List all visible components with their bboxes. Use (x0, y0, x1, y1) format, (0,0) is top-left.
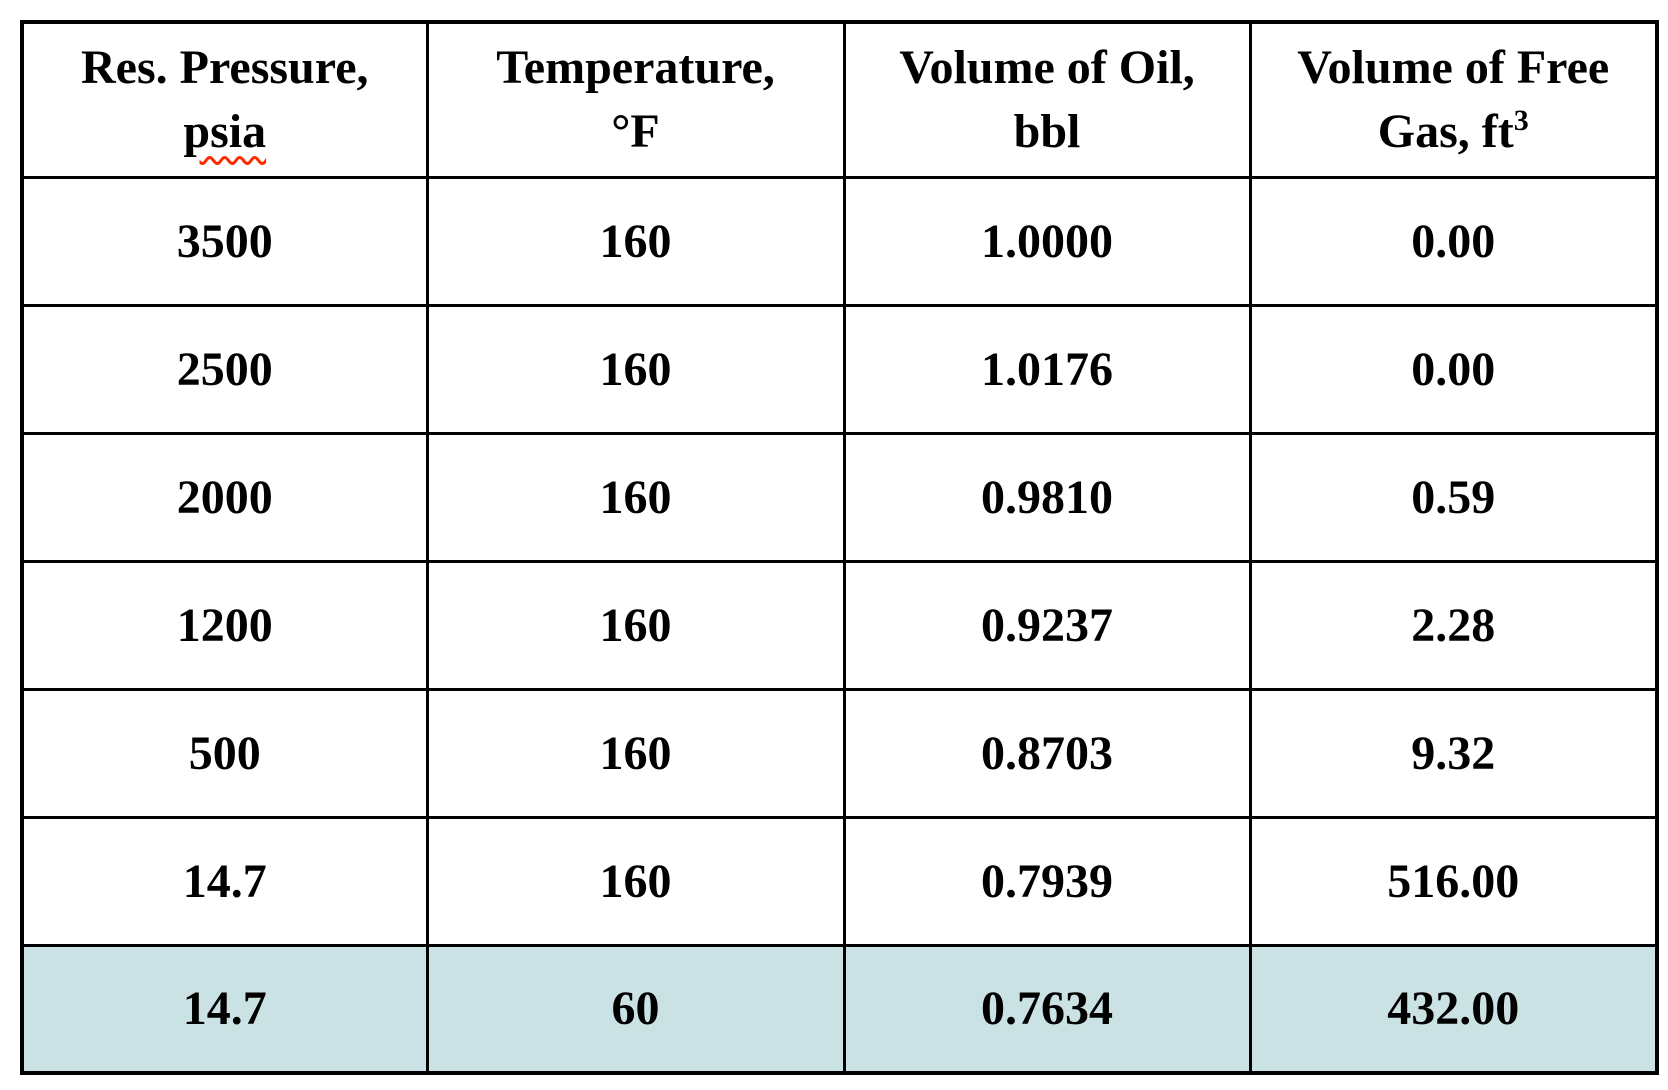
table-cell-gas-volume: 0.00 (1248, 303, 1659, 435)
table-cell-oil-volume: 0.8703 (842, 687, 1252, 819)
header-line: °F (611, 104, 660, 158)
table-row: 14.7 160 0.7939 516.00 (20, 815, 1659, 947)
unit-superscript: 3 (1513, 103, 1529, 137)
column-header-temperature: Temperature, °F (425, 20, 846, 179)
table-cell-temperature: 160 (425, 175, 846, 307)
table-cell-gas-volume: 9.32 (1248, 687, 1659, 819)
table-cell-oil-volume: 0.9237 (842, 559, 1252, 691)
column-header-reservoir-pressure: Res. Pressure, psia (20, 20, 429, 179)
table-cell-temperature: 160 (425, 687, 846, 819)
table-header-row: Res. Pressure, psia Temperature, °F Volu… (20, 20, 1659, 179)
unit-text: Gas, ft (1377, 104, 1514, 158)
table-cell-temperature: 160 (425, 431, 846, 563)
table-cell-temperature: 160 (425, 815, 846, 947)
table-cell-gas-volume: 0.00 (1248, 175, 1659, 307)
table-cell-oil-volume: 0.7634 (842, 943, 1252, 1075)
header-line: Res. Pressure, (80, 40, 369, 94)
table-cell-pressure: 500 (20, 687, 429, 819)
table-cell-gas-volume: 432.00 (1248, 943, 1659, 1075)
table-cell-oil-volume: 1.0176 (842, 303, 1252, 435)
table-cell-temperature: 160 (425, 559, 846, 691)
table-cell-pressure: 14.7 (20, 943, 429, 1075)
column-header-volume-free-gas: Volume of Free Gas, ft3 (1248, 20, 1659, 179)
table-cell-oil-volume: 0.7939 (842, 815, 1252, 947)
table-row: 2500 160 1.0176 0.00 (20, 303, 1659, 435)
table-cell-oil-volume: 0.9810 (842, 431, 1252, 563)
header-line: bbl (1013, 104, 1081, 158)
table-cell-pressure: 14.7 (20, 815, 429, 947)
header-line: Temperature, (496, 40, 775, 94)
table-cell-temperature: 160 (425, 303, 846, 435)
header-line: Gas, ft3 (1252, 100, 1656, 164)
table-row: 3500 160 1.0000 0.00 (20, 175, 1659, 307)
table-row: 500 160 0.8703 9.32 (20, 687, 1659, 819)
table-row-highlighted: 14.7 60 0.7634 432.00 (20, 943, 1659, 1075)
header-line: Volume of Oil, (899, 40, 1195, 94)
header-line: Volume of Free (1297, 40, 1610, 94)
table-cell-gas-volume: 0.59 (1248, 431, 1659, 563)
column-header-volume-oil: Volume of Oil, bbl (842, 20, 1252, 179)
table-row: 2000 160 0.9810 0.59 (20, 431, 1659, 563)
table-cell-gas-volume: 516.00 (1248, 815, 1659, 947)
table-row: 1200 160 0.9237 2.28 (20, 559, 1659, 691)
header-line: psia (24, 100, 426, 164)
pvt-volume-table: Res. Pressure, psia Temperature, °F Volu… (20, 20, 1659, 1075)
spellcheck-underlined-word: psia (183, 104, 267, 158)
table-cell-pressure: 1200 (20, 559, 429, 691)
table-cell-pressure: 2000 (20, 431, 429, 563)
table-cell-pressure: 3500 (20, 175, 429, 307)
table-cell-temperature: 60 (425, 943, 846, 1075)
table-cell-oil-volume: 1.0000 (842, 175, 1252, 307)
table-cell-gas-volume: 2.28 (1248, 559, 1659, 691)
table-cell-pressure: 2500 (20, 303, 429, 435)
